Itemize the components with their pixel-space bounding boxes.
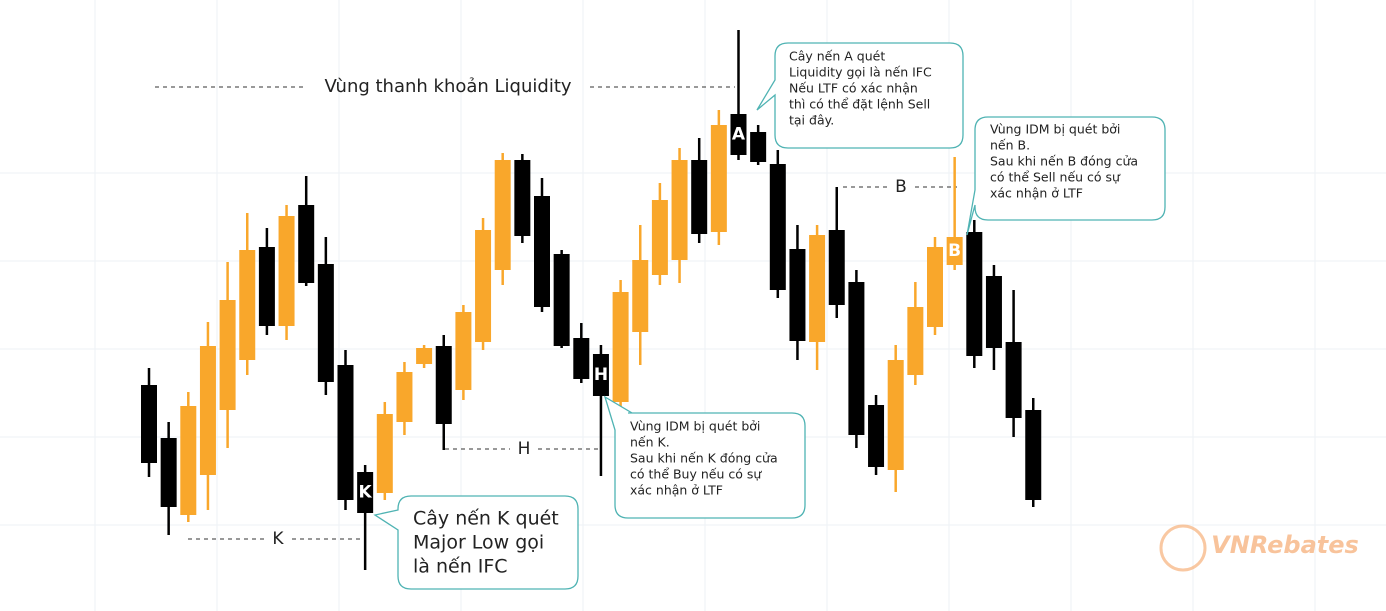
- callout-line: Sau khi nến K đóng cửa: [630, 451, 778, 466]
- callout-line: có thể Buy nếu có sự: [630, 467, 762, 482]
- candle-body: [553, 254, 570, 346]
- candle-label: B: [948, 241, 961, 261]
- logo: VNRebates: [1159, 524, 1359, 572]
- candle-body: [789, 249, 806, 341]
- candle-body: [750, 132, 767, 162]
- candle-body: [416, 348, 433, 364]
- callout-line: Major Low gọi: [413, 532, 544, 554]
- candle-body: [514, 160, 531, 236]
- levels: Vùng thanh khoản Liquidity K H B: [155, 76, 957, 549]
- level-label: B: [895, 177, 907, 197]
- candle-body: [868, 405, 885, 467]
- candle-body: [691, 160, 708, 234]
- candle-body: [239, 250, 256, 360]
- callout-line: xác nhận ở LTF: [990, 186, 1083, 201]
- callout-line: có thể Sell nếu có sự: [990, 170, 1121, 185]
- callout-line: nến K.: [630, 435, 670, 450]
- candle-body: [455, 312, 472, 390]
- candle-body: [966, 232, 983, 356]
- candle-body: [337, 365, 354, 500]
- callout-line: thì có thể đặt lệnh Sell: [789, 97, 930, 112]
- candle-body: [298, 205, 315, 283]
- callout-line: tại đây.: [789, 113, 834, 128]
- callout-box: [373, 495, 579, 590]
- level-label: Vùng thanh khoản Liquidity: [324, 76, 571, 97]
- level-label: H: [518, 439, 531, 459]
- candle-body: [887, 360, 904, 470]
- candle-body: [927, 247, 943, 327]
- candle-body: [809, 235, 826, 342]
- callout-box: [756, 42, 964, 149]
- callout-line: là nến IFC: [413, 556, 508, 578]
- callout-box: [966, 116, 1166, 236]
- candle-body: [828, 230, 845, 305]
- callout-line: nến B.: [990, 138, 1030, 153]
- candle-body: [278, 216, 295, 326]
- candle-body: [160, 438, 177, 507]
- candle-body: [219, 300, 236, 410]
- candle-body: [710, 125, 727, 232]
- candle-body: [946, 237, 963, 265]
- candle-body: [612, 292, 629, 402]
- candle-body: [1005, 342, 1022, 418]
- candle-body: [180, 406, 197, 515]
- candle-body: [592, 354, 609, 396]
- candle-body: [534, 196, 550, 307]
- candle-body: [494, 160, 511, 270]
- candle-body: [632, 260, 649, 332]
- callout-line: Cây nến K quét: [413, 508, 559, 530]
- callout-line: Vùng IDM bị quét bởi: [990, 122, 1120, 137]
- candle-body: [141, 385, 157, 463]
- callout-line: xác nhận ở LTF: [630, 483, 723, 498]
- candle-body: [1025, 410, 1042, 500]
- callout-box: [603, 395, 806, 519]
- candle-body: [651, 200, 668, 275]
- candle-body: [730, 114, 747, 155]
- level-label: K: [272, 529, 284, 549]
- candle-body: [985, 276, 1002, 348]
- candle-body: [475, 230, 492, 342]
- candle-body: [769, 164, 786, 290]
- candle-body: [199, 346, 216, 475]
- callout-line: Sau khi nến B đóng cửa: [990, 154, 1138, 169]
- candle-body: [573, 338, 590, 379]
- candle-body: [258, 247, 275, 326]
- candle-label: A: [732, 125, 746, 145]
- candle-body: [396, 372, 413, 422]
- candle-body: [671, 160, 688, 260]
- candle-body: [357, 472, 374, 513]
- callout-line: Liquidity gọi là nến IFC: [789, 65, 932, 80]
- candle-body: [907, 307, 924, 375]
- candle-label: H: [594, 365, 608, 385]
- callout-line: Cây nến A quét: [789, 49, 885, 64]
- candle-body: [435, 346, 452, 424]
- logo-text: VNRebates: [1211, 531, 1359, 559]
- candle-body: [317, 264, 334, 382]
- candle-label: K: [359, 483, 373, 503]
- callout-line: Nếu LTF có xác nhận: [789, 81, 918, 96]
- candle-body: [848, 282, 865, 435]
- candle-body: [376, 414, 393, 493]
- candles: K H A B: [141, 30, 1042, 570]
- callout-line: Vùng IDM bị quét bởi: [630, 419, 760, 434]
